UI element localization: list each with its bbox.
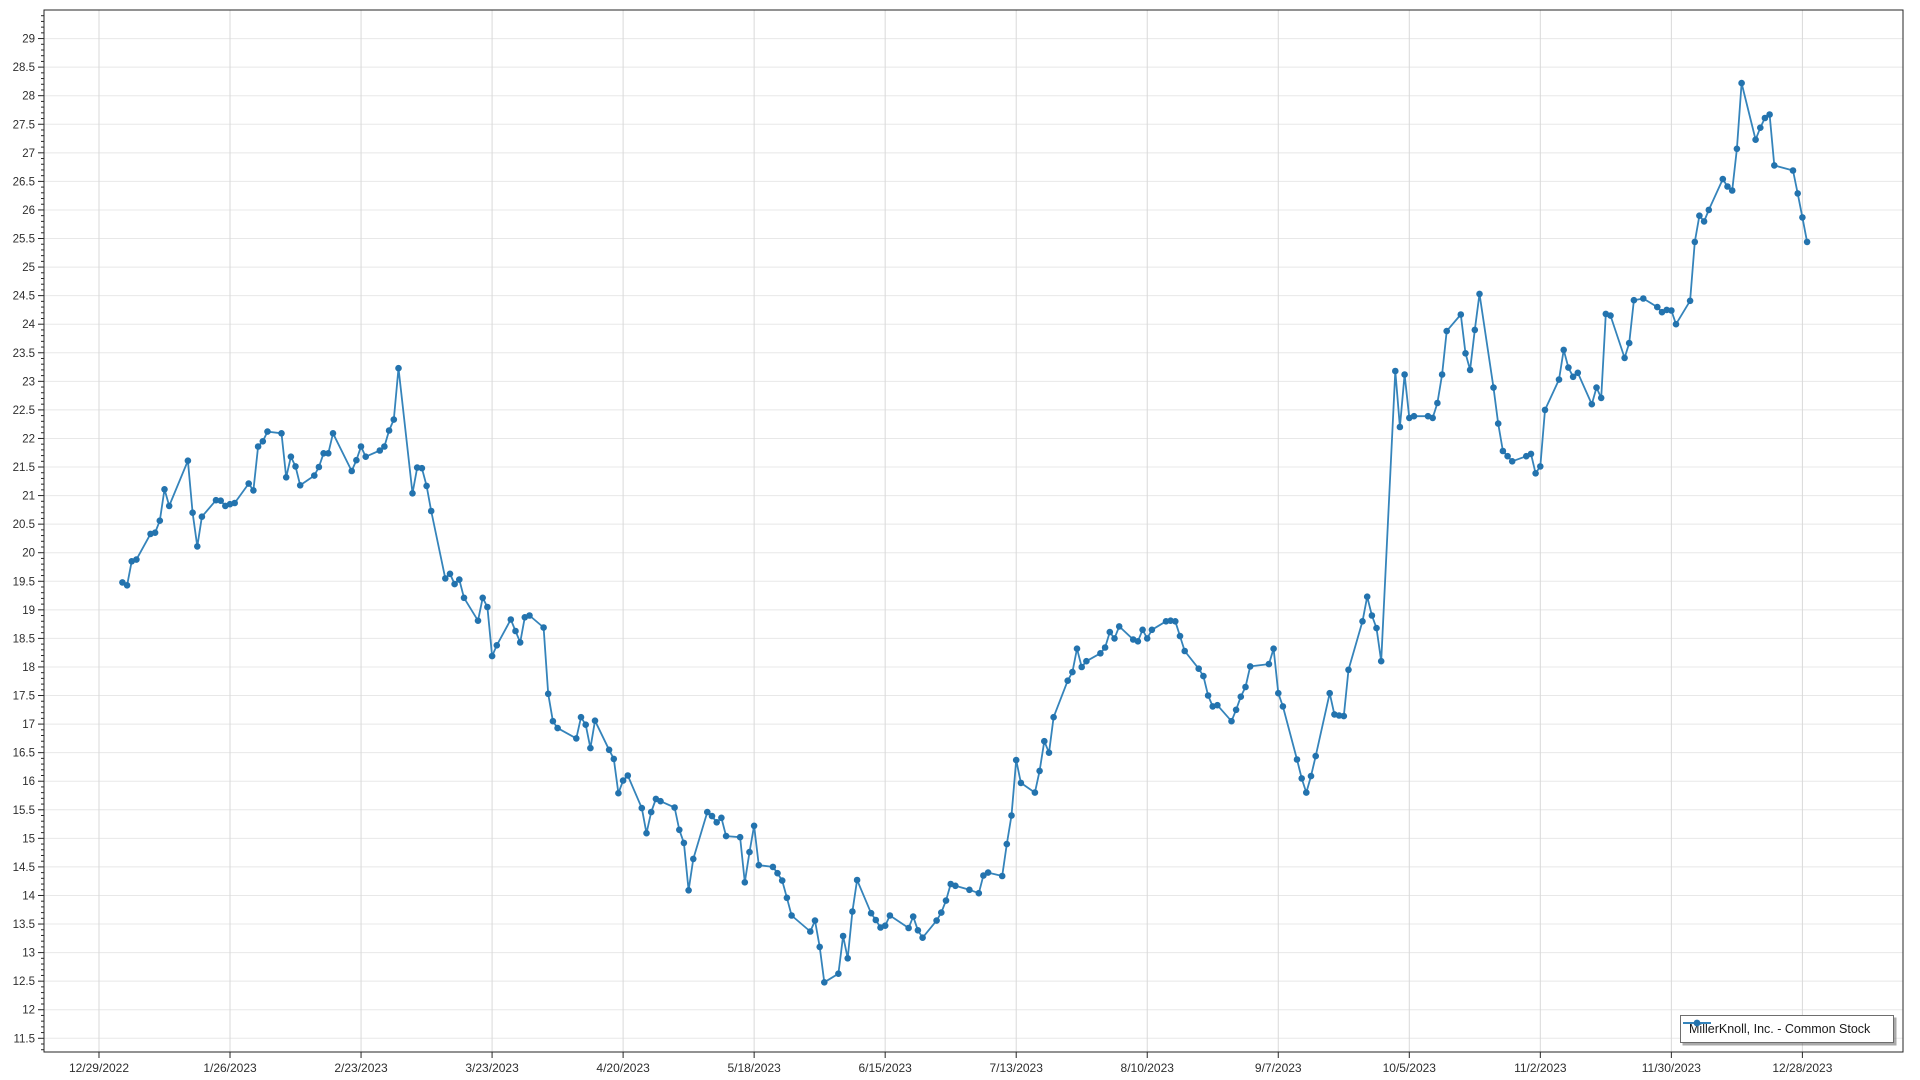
svg-text:13: 13 xyxy=(22,948,35,960)
svg-text:20: 20 xyxy=(22,548,35,560)
svg-text:16.5: 16.5 xyxy=(13,748,35,760)
svg-text:20.5: 20.5 xyxy=(13,519,35,531)
svg-text:22: 22 xyxy=(22,433,35,445)
svg-text:24.5: 24.5 xyxy=(13,291,35,303)
svg-text:11.5: 11.5 xyxy=(13,1033,35,1045)
svg-text:23: 23 xyxy=(22,376,35,388)
horizontal-gridlines xyxy=(44,38,1903,1039)
svg-text:12/29/2022: 12/29/2022 xyxy=(69,1061,129,1075)
svg-text:25.5: 25.5 xyxy=(13,234,35,246)
svg-text:29: 29 xyxy=(22,34,35,46)
legend-label: MillerKnoll, Inc. - Common Stock xyxy=(1689,1022,1871,1036)
vertical-gridlines xyxy=(98,10,1803,1052)
svg-text:21: 21 xyxy=(22,491,35,503)
svg-text:11/30/2023: 11/30/2023 xyxy=(1642,1061,1701,1075)
svg-text:28: 28 xyxy=(22,91,35,103)
svg-text:12: 12 xyxy=(22,1005,35,1017)
svg-text:19.5: 19.5 xyxy=(13,576,35,588)
svg-text:27.5: 27.5 xyxy=(13,119,35,131)
price-line xyxy=(121,82,1808,984)
svg-text:13.5: 13.5 xyxy=(13,919,35,931)
svg-text:12.5: 12.5 xyxy=(13,976,35,988)
legend-box[interactable]: MillerKnoll, Inc. - Common Stock xyxy=(1680,1015,1894,1043)
svg-text:14.5: 14.5 xyxy=(13,862,35,874)
svg-text:18.5: 18.5 xyxy=(13,633,35,645)
svg-text:16: 16 xyxy=(22,776,35,788)
svg-text:27: 27 xyxy=(22,148,35,160)
data-points xyxy=(119,79,1811,986)
svg-text:10/5/2023: 10/5/2023 xyxy=(1383,1061,1437,1075)
svg-text:23.5: 23.5 xyxy=(13,348,35,360)
svg-text:26.5: 26.5 xyxy=(13,176,35,188)
svg-text:17: 17 xyxy=(22,719,35,731)
svg-text:4/20/2023: 4/20/2023 xyxy=(596,1061,650,1075)
svg-text:26: 26 xyxy=(22,205,35,217)
svg-text:15.5: 15.5 xyxy=(13,805,35,817)
svg-text:15: 15 xyxy=(22,833,35,845)
svg-text:1/26/2023: 1/26/2023 xyxy=(203,1061,257,1075)
axis-ticks xyxy=(38,15,1803,1058)
svg-text:25: 25 xyxy=(22,262,35,274)
svg-text:21.5: 21.5 xyxy=(13,462,35,474)
svg-text:11/2/2023: 11/2/2023 xyxy=(1514,1061,1567,1075)
svg-text:9/7/2023: 9/7/2023 xyxy=(1255,1061,1302,1075)
legend-series-icon xyxy=(1683,1019,1711,1027)
svg-text:19: 19 xyxy=(22,605,35,617)
svg-text:18: 18 xyxy=(22,662,35,674)
svg-text:24: 24 xyxy=(22,319,35,331)
y-axis-labels: 11.5 12 12.5 13 13.5 14 14.5 15 15.5 16 16.5 17 17.5… xyxy=(13,34,36,1046)
svg-text:7/13/2023: 7/13/2023 xyxy=(990,1061,1044,1075)
svg-text:8/10/2023: 8/10/2023 xyxy=(1121,1061,1175,1075)
svg-text:3/23/2023: 3/23/2023 xyxy=(465,1061,519,1075)
svg-text:14: 14 xyxy=(22,890,35,902)
svg-text:22.5: 22.5 xyxy=(13,405,35,417)
svg-text:28.5: 28.5 xyxy=(13,62,35,74)
svg-text:17.5: 17.5 xyxy=(13,691,35,703)
x-axis-labels: 12/29/2022 1/26/2023 2/23/2023 3/23/2023 4/2… xyxy=(69,1061,1833,1075)
svg-text:5/18/2023: 5/18/2023 xyxy=(727,1061,781,1075)
svg-text:6/15/2023: 6/15/2023 xyxy=(858,1061,912,1075)
plot-area[interactable] xyxy=(43,9,1904,1053)
svg-text:2/23/2023: 2/23/2023 xyxy=(334,1061,388,1075)
svg-text:12/28/2023: 12/28/2023 xyxy=(1772,1061,1832,1075)
